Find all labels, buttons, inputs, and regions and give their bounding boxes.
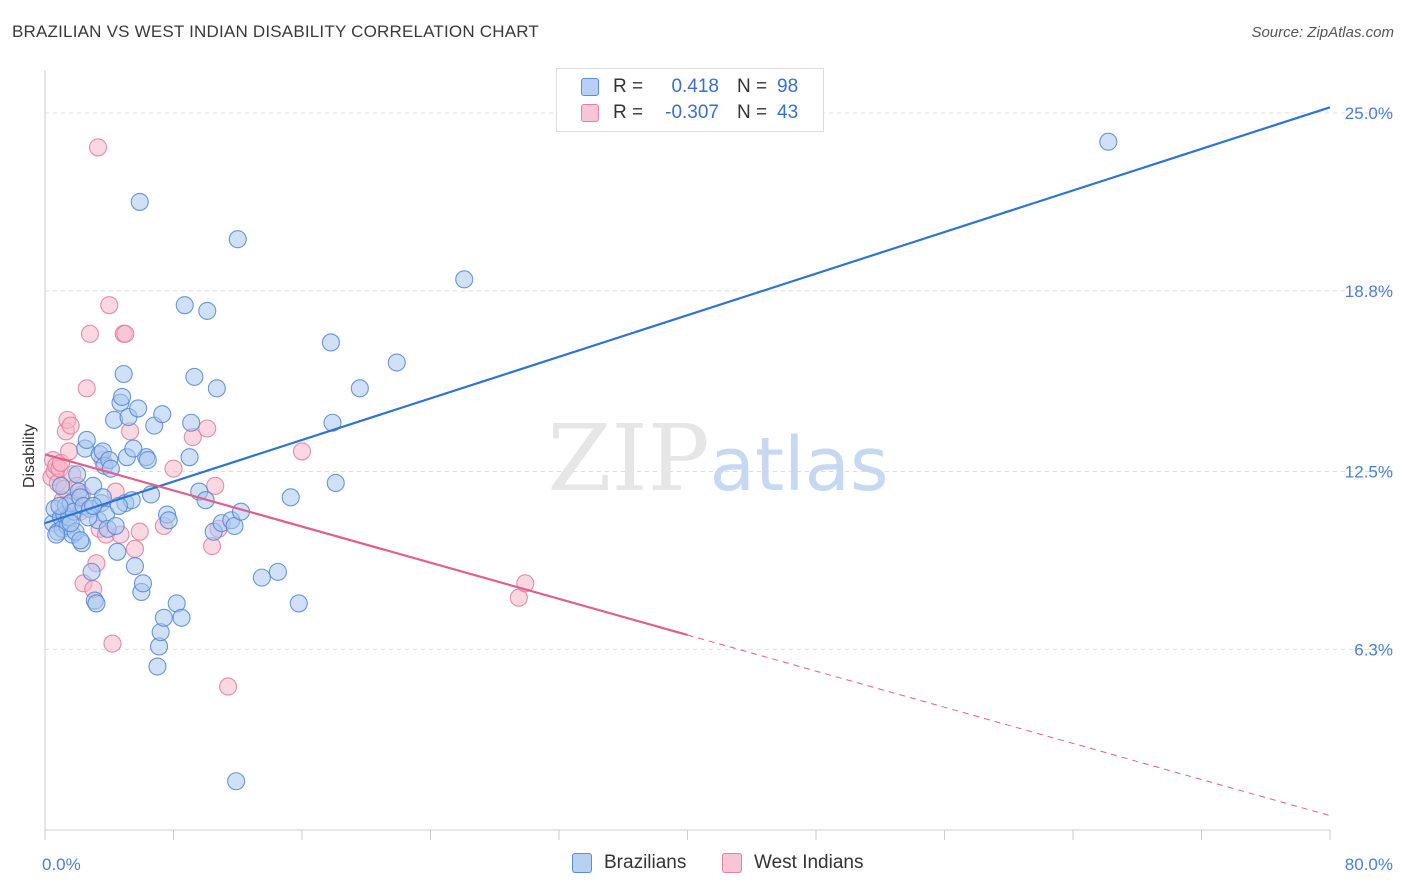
n-label: N = [737, 102, 768, 123]
data-point [164, 459, 183, 478]
blue-swatch [581, 78, 599, 96]
data-point [61, 416, 80, 435]
data-point [60, 442, 79, 461]
legend-label-west-indians: West Indians [754, 852, 864, 873]
data-point [252, 568, 271, 587]
data-point [227, 772, 246, 791]
data-point [268, 562, 287, 581]
data-point [207, 379, 226, 398]
data-point [185, 367, 204, 386]
r-label: R = [613, 76, 644, 97]
stats-legend: R = 0.418 N = 98 R = -0.307 N = 43 [556, 68, 824, 132]
data-point [129, 399, 148, 418]
data-point [138, 450, 157, 470]
data-point [82, 562, 101, 581]
pink-swatch [722, 853, 742, 873]
legend-item-brazilians[interactable]: Brazilians [572, 852, 686, 874]
n-value: 43 [777, 102, 799, 123]
legend-label-brazilians: Brazilians [604, 852, 687, 873]
trend-lines [44, 106, 1331, 817]
data-point [125, 539, 144, 558]
series-legend: Brazilians West Indians [0, 852, 1406, 878]
data-point [77, 379, 96, 398]
data-point [71, 531, 90, 550]
data-point [175, 296, 194, 315]
data-point [100, 296, 119, 315]
data-point [219, 677, 238, 696]
data-point [159, 511, 178, 530]
data-point [153, 405, 172, 424]
data-point [114, 364, 133, 384]
data-point [455, 270, 474, 289]
data-point [52, 476, 71, 495]
axes [44, 70, 1331, 840]
data-point [108, 542, 127, 561]
y-axis-label: Disability [21, 424, 38, 488]
n-value: 98 [777, 76, 799, 97]
data-point [172, 608, 191, 627]
y-tick-label: 6.3% [1354, 640, 1393, 659]
watermark: ZIPatlas [548, 405, 889, 512]
r-label: R = [613, 102, 644, 123]
data-point [326, 473, 345, 493]
y-tick-labels: 6.3% 12.5% 18.8% 25.0% [1345, 104, 1393, 659]
pink-swatch [581, 104, 599, 122]
data-point [292, 442, 312, 461]
data-point [130, 522, 149, 541]
legend-row-west-indians: R = -0.307 N = 43 [581, 100, 798, 126]
data-point [289, 594, 308, 613]
data-point [77, 430, 96, 450]
data-point [387, 353, 406, 372]
legend-row-brazilians: R = 0.418 N = 98 [581, 74, 798, 100]
data-point [206, 476, 225, 495]
y-tick-label: 12.5% [1345, 463, 1393, 482]
data-point [116, 324, 135, 343]
data-point [198, 301, 217, 320]
r-value: 0.418 [671, 76, 719, 97]
x-tick-label: 0.0% [42, 855, 81, 874]
data-point [124, 439, 143, 458]
data-point [88, 138, 108, 157]
data-point [87, 594, 106, 613]
chart-title: BRAZILIAN VS WEST INDIAN DISABILITY CORR… [12, 22, 539, 41]
data-point [198, 419, 217, 438]
data-point [148, 657, 167, 676]
data-point [350, 379, 369, 398]
data-point [130, 192, 149, 211]
data-point [113, 387, 132, 406]
data-point [106, 516, 125, 536]
data-point [125, 557, 144, 576]
data-point [50, 496, 69, 515]
legend-item-west-indians[interactable]: West Indians [722, 852, 863, 874]
data-point [68, 465, 87, 484]
trend-line-pink-extension [687, 634, 1331, 817]
x-tick-labels: 0.0% 80.0% [42, 855, 1393, 874]
x-tick-label: 80.0% [1345, 855, 1393, 874]
gridlines [45, 112, 1395, 650]
data-point [180, 448, 199, 467]
trend-line-blue [44, 106, 1331, 525]
trend-line-pink [44, 453, 688, 637]
data-point [47, 525, 66, 544]
n-label: N = [737, 76, 768, 97]
blue-swatch [572, 853, 592, 873]
data-point [228, 230, 247, 249]
y-tick-label: 25.0% [1345, 104, 1393, 123]
data-point [1099, 132, 1118, 151]
data-point [281, 488, 300, 507]
r-value: -0.307 [665, 102, 719, 123]
data-point [133, 574, 153, 593]
data-point [321, 333, 340, 352]
data-point [154, 608, 173, 627]
y-tick-label: 18.8% [1345, 282, 1393, 301]
data-point [80, 324, 100, 343]
data-point [103, 634, 122, 653]
data-point [323, 413, 342, 432]
source-label: Source: ZipAtlas.com [1251, 24, 1394, 41]
data-point [182, 413, 201, 432]
